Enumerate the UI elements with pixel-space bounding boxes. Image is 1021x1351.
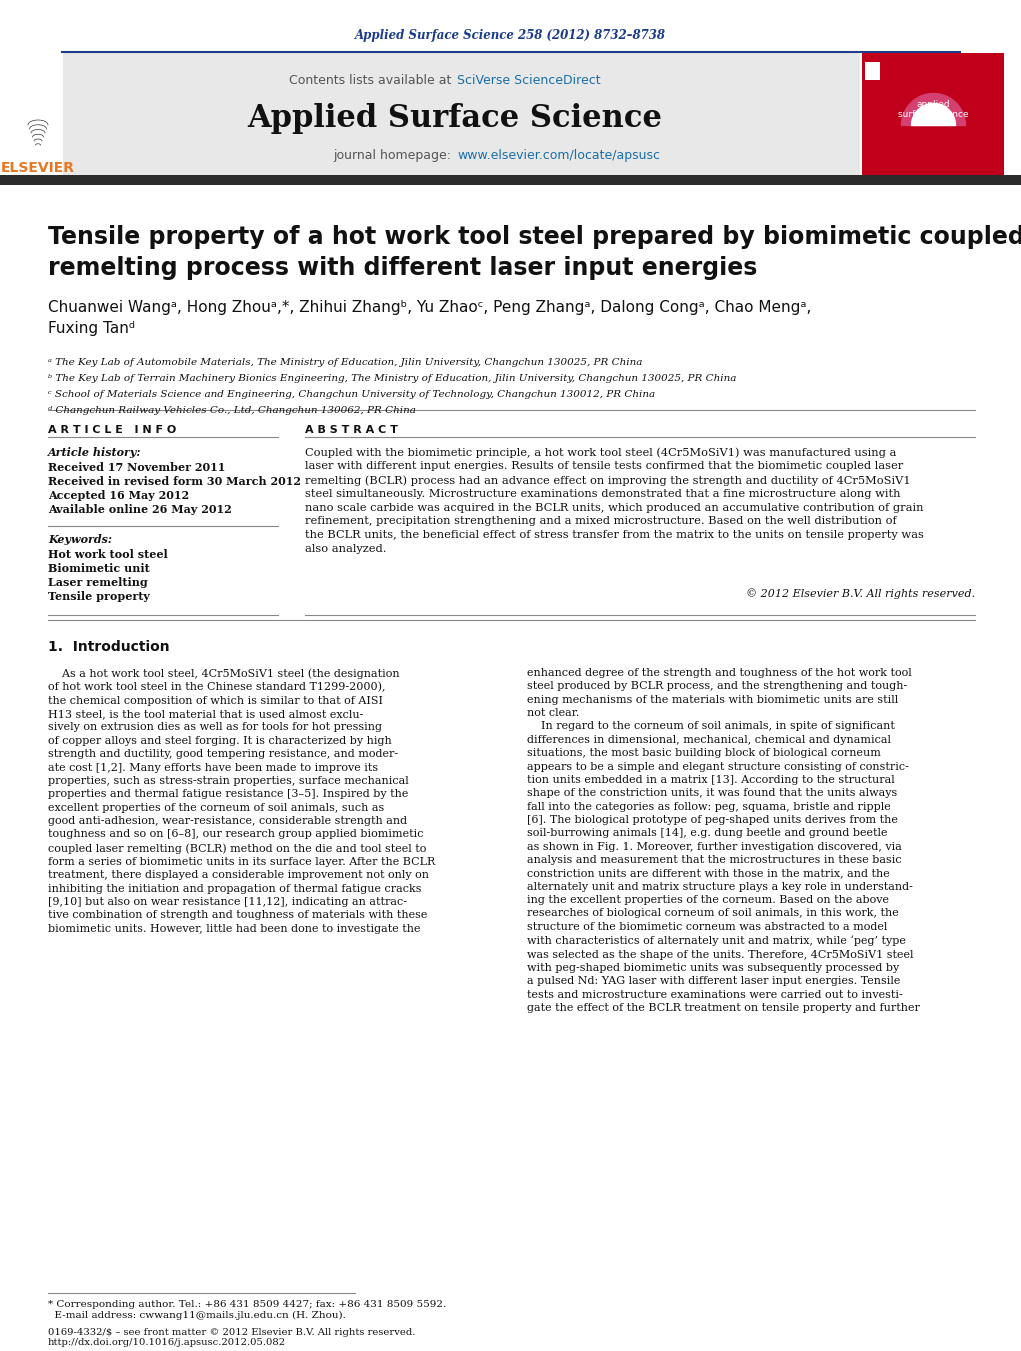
Text: As a hot work tool steel, 4Cr5MoSiV1 steel (the designation
of hot work tool ste: As a hot work tool steel, 4Cr5MoSiV1 ste…	[48, 667, 435, 934]
Text: Chuanwei Wangᵃ, Hong Zhouᵃ,*, Zhihui Zhangᵇ, Yu Zhaoᶜ, Peng Zhangᵃ, Dalong Congᵃ: Chuanwei Wangᵃ, Hong Zhouᵃ,*, Zhihui Zha…	[48, 300, 812, 336]
FancyBboxPatch shape	[862, 53, 1004, 176]
Text: ELSEVIER: ELSEVIER	[1, 161, 75, 176]
Text: 1.  Introduction: 1. Introduction	[48, 640, 169, 654]
Text: Coupled with the biomimetic principle, a hot work tool steel (4Cr5MoSiV1) was ma: Coupled with the biomimetic principle, a…	[305, 447, 924, 554]
Text: ᶜ School of Materials Science and Engineering, Changchun University of Technolog: ᶜ School of Materials Science and Engine…	[48, 390, 655, 399]
Text: © 2012 Elsevier B.V. All rights reserved.: © 2012 Elsevier B.V. All rights reserved…	[746, 588, 975, 598]
Text: 0169-4332/$ – see front matter © 2012 Elsevier B.V. All rights reserved.
http://: 0169-4332/$ – see front matter © 2012 El…	[48, 1328, 416, 1347]
FancyBboxPatch shape	[15, 53, 62, 176]
Text: ᵇ The Key Lab of Terrain Machinery Bionics Engineering, The Ministry of Educatio: ᵇ The Key Lab of Terrain Machinery Bioni…	[48, 374, 736, 382]
Text: Received in revised form 30 March 2012: Received in revised form 30 March 2012	[48, 476, 301, 486]
Text: ᵈ Changchun Railway Vehicles Co., Ltd, Changchun 130062, PR China: ᵈ Changchun Railway Vehicles Co., Ltd, C…	[48, 407, 416, 415]
Text: * Corresponding author. Tel.: +86 431 8509 4427; fax: +86 431 8509 5592.
  E-mai: * Corresponding author. Tel.: +86 431 85…	[48, 1300, 446, 1320]
Text: Accepted 16 May 2012: Accepted 16 May 2012	[48, 490, 189, 501]
Text: Received 17 November 2011: Received 17 November 2011	[48, 462, 226, 473]
Text: A R T I C L E   I N F O: A R T I C L E I N F O	[48, 426, 177, 435]
Text: Article history:: Article history:	[48, 447, 142, 458]
Text: Hot work tool steel: Hot work tool steel	[48, 549, 167, 561]
Text: Available online 26 May 2012: Available online 26 May 2012	[48, 504, 232, 515]
Text: ᵃ The Key Lab of Automobile Materials, The Ministry of Education, Jilin Universi: ᵃ The Key Lab of Automobile Materials, T…	[48, 358, 642, 367]
Text: Biomimetic unit: Biomimetic unit	[48, 563, 150, 574]
Text: Laser remelting: Laser remelting	[48, 577, 148, 588]
Text: Applied Surface Science 258 (2012) 8732–8738: Applied Surface Science 258 (2012) 8732–…	[354, 28, 666, 42]
FancyBboxPatch shape	[63, 53, 860, 176]
Text: Tensile property: Tensile property	[48, 590, 150, 603]
Text: enhanced degree of the strength and toughness of the hot work tool
steel produce: enhanced degree of the strength and toug…	[527, 667, 920, 1013]
Text: journal homepage:: journal homepage:	[333, 149, 455, 162]
Text: Applied Surface Science: Applied Surface Science	[247, 103, 663, 134]
Text: Tensile property of a hot work tool steel prepared by biomimetic coupled laser
r: Tensile property of a hot work tool stee…	[48, 226, 1021, 280]
Text: Keywords:: Keywords:	[48, 534, 112, 544]
Text: SciVerse ScienceDirect: SciVerse ScienceDirect	[457, 73, 600, 86]
Text: www.elsevier.com/locate/apsusc: www.elsevier.com/locate/apsusc	[457, 149, 660, 162]
Text: A B S T R A C T: A B S T R A C T	[305, 426, 398, 435]
FancyBboxPatch shape	[865, 62, 880, 80]
FancyBboxPatch shape	[0, 176, 1021, 185]
Text: applied
surface science: applied surface science	[897, 100, 968, 119]
Text: Contents lists available at: Contents lists available at	[289, 73, 455, 86]
